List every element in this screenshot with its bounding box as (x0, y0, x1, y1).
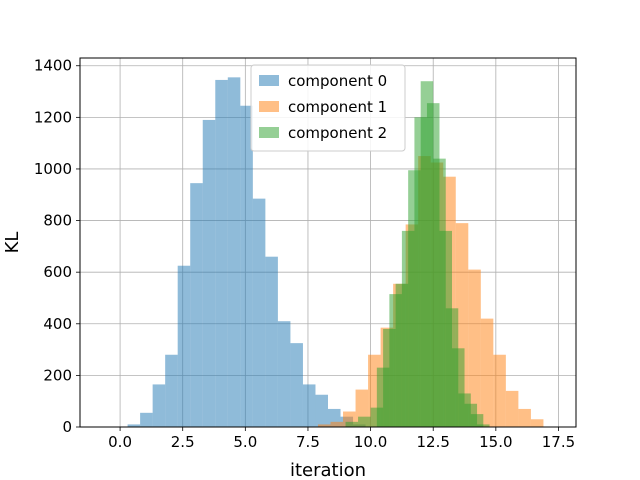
histogram-bar (477, 424, 490, 427)
histogram-bar (290, 343, 303, 427)
x-tick-label: 12.5 (417, 433, 450, 451)
legend-label: component 0 (288, 72, 387, 90)
histogram-bar (505, 390, 519, 427)
legend-swatch (259, 101, 279, 112)
y-tick-label: 400 (43, 315, 72, 333)
histogram-bar (202, 119, 216, 428)
y-tick-label: 800 (43, 212, 72, 230)
histogram-bar (530, 419, 544, 427)
histogram-bar (330, 421, 344, 427)
histogram-bar (190, 183, 203, 427)
histogram-bar (470, 414, 484, 427)
y-axis-label: KL (2, 232, 23, 254)
y-tick-label: 0 (62, 418, 72, 436)
histogram-bar (127, 424, 141, 427)
x-tick-label: 10.0 (354, 433, 387, 451)
histogram-bar (468, 269, 481, 427)
histogram-bar (480, 318, 494, 427)
x-axis-label: iteration (290, 460, 366, 480)
legend-box (250, 64, 406, 152)
series-0-bars (127, 77, 366, 428)
histogram-bar (317, 424, 331, 427)
y-tick-label: 1000 (34, 160, 72, 178)
histogram-bar (140, 412, 153, 427)
y-tick-label: 1200 (34, 108, 72, 126)
legend: component 0 component 1 component 2 (250, 64, 406, 152)
series-2-bars (345, 81, 490, 428)
histogram-bar (358, 416, 371, 427)
histogram-bar (252, 198, 266, 427)
histogram-bar (345, 421, 359, 427)
histogram-bar (152, 384, 166, 427)
ticks: 0.0 2.5 5.0 7.5 10.0 12.5 15.0 17.5 0 200 400 600 80… (34, 57, 575, 451)
histogram-bar (493, 354, 506, 427)
histogram-bar (227, 77, 241, 427)
y-tick-label: 600 (43, 263, 72, 281)
x-tick-label: 0.0 (108, 433, 132, 451)
x-tick-label: 5.0 (233, 433, 257, 451)
x-tick-label: 17.5 (542, 433, 575, 451)
legend-swatch (259, 127, 279, 138)
x-tick-label: 7.5 (296, 433, 320, 451)
x-tick-label: 15.0 (479, 433, 512, 451)
histogram-bar (165, 354, 178, 427)
histogram-bar (177, 265, 191, 427)
histogram-bar (518, 408, 531, 427)
y-tick-label: 1400 (34, 57, 72, 75)
histogram-bar (277, 321, 291, 427)
histogram-bar (265, 256, 278, 427)
histogram-bar (315, 394, 328, 427)
x-tick-label: 2.5 (171, 433, 195, 451)
histogram-bar (302, 384, 316, 427)
histogram-bar (240, 105, 253, 427)
plot-frame (79, 57, 577, 428)
histogram-bar (215, 79, 228, 427)
legend-label: component 2 (288, 124, 387, 142)
legend-swatch (259, 75, 279, 86)
legend-label: component 1 (288, 98, 387, 116)
y-tick-label: 200 (43, 366, 72, 384)
bars (127, 77, 544, 428)
